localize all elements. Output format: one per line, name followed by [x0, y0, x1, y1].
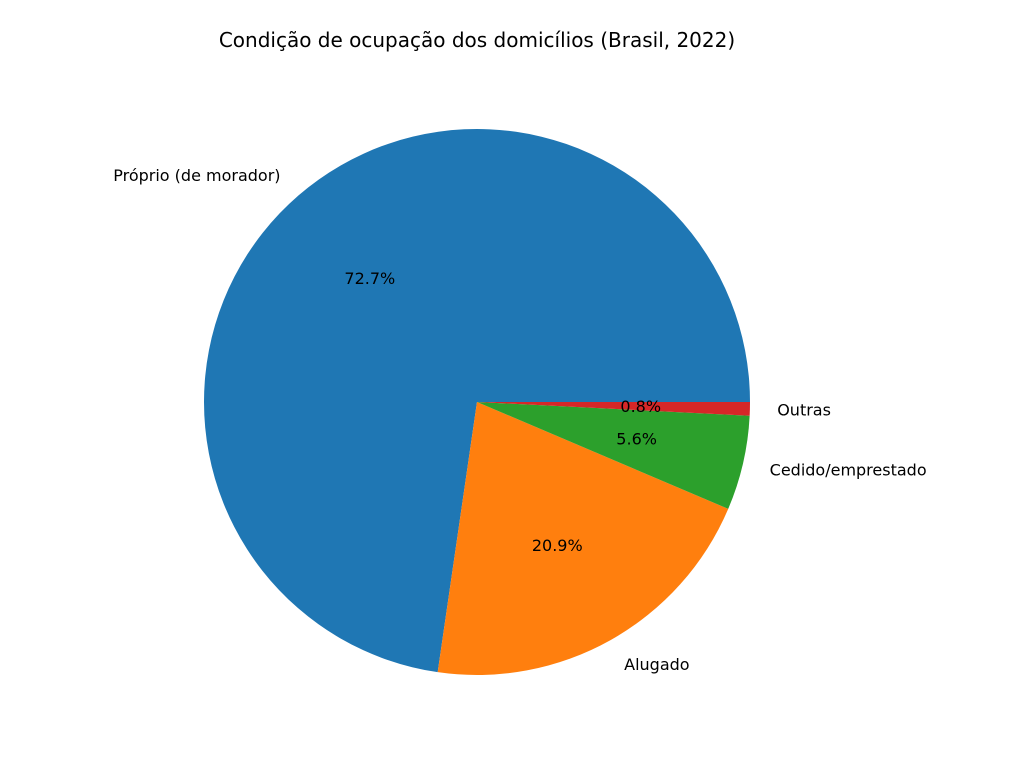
pie-slices — [203, 129, 750, 675]
pie-slice-pr-prio-de-morador — [203, 129, 750, 673]
slice-category-label: Alugado — [624, 655, 689, 674]
pie-labels: Próprio (de morador) 72.7% Alugado 20.9% Ced… — [113, 166, 926, 674]
slice-percent-label: 5.6% — [616, 430, 657, 449]
chart-title: Condição de ocupação dos domicílios (Bra… — [219, 28, 735, 52]
slice-category-label: Próprio (de morador) — [113, 166, 280, 185]
pie-slice-alugado — [437, 402, 729, 675]
pie-slice-outras — [477, 402, 750, 416]
slice-percent-label: 0.8% — [620, 397, 661, 416]
slice-category-label: Outras — [777, 401, 831, 420]
slice-percent-label: 20.9% — [532, 536, 583, 555]
slice-percent-label: 72.7% — [344, 269, 395, 288]
slice-category-label: Cedido/emprestado — [770, 460, 927, 479]
pie-slice-cedido-emprestado — [477, 402, 750, 509]
